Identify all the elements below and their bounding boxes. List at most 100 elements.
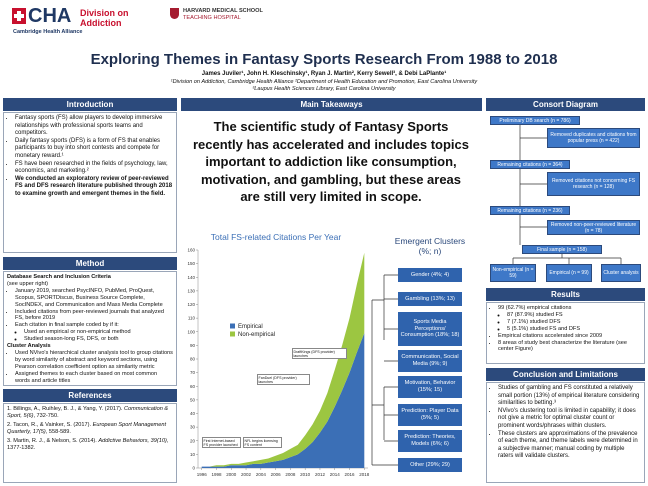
legend-label: Empirical xyxy=(238,324,263,330)
y-tick-label: 50 xyxy=(190,397,196,402)
bullet-text: 5 (5.1%) studied FS and DFS xyxy=(507,325,581,332)
bullet: Used an empirical or non-empirical metho… xyxy=(24,329,173,336)
annotation: DraftKings (DFS provider) launches xyxy=(292,348,347,360)
clusters-title: Emergent Clusters (%; n) xyxy=(394,236,466,256)
cluster-box: Gender (4%; 4) xyxy=(398,268,462,282)
bullet: 8 areas of study best characterize the l… xyxy=(498,340,641,354)
consort-node: Remaining citations (n = 364) xyxy=(490,160,570,169)
area xyxy=(201,252,365,467)
logo-mark xyxy=(12,8,26,24)
cluster-box: Motivation, Behavior (15%; 15) xyxy=(398,376,462,398)
bullet-text: Studied season-long FS, DFS, or both xyxy=(24,336,119,343)
cluster-box: Other (29%; 29) xyxy=(398,458,462,472)
section-heading: Introduction xyxy=(3,98,177,111)
section-heading: Method xyxy=(3,257,177,270)
bullet: We conducted an exploratory review of pe… xyxy=(15,176,173,199)
bullet-text: These clusters are approximations of the… xyxy=(498,430,638,460)
consort-arrows xyxy=(512,124,622,264)
x-tick-label: 2000 xyxy=(226,472,237,477)
bullet: Included citations from peer-reviewed jo… xyxy=(15,309,173,323)
y-tick-label: 110 xyxy=(188,316,196,321)
consort-node: Empirical (n = 99) xyxy=(546,264,592,282)
annotation: First Internet-based FS provider launche… xyxy=(202,437,241,449)
poster-title: Exploring Themes in Fantasy Sports Resea… xyxy=(90,51,558,68)
bullet: January 2019, searched PsycINFO, PubMed,… xyxy=(15,288,173,309)
bullet: Fantasy sports (FS) allow players to dev… xyxy=(15,115,173,138)
legend-swatch xyxy=(230,323,235,329)
bullet-text: January 2019, searched PsycINFO, PubMed,… xyxy=(15,287,163,308)
legend-label: Non-empirical xyxy=(238,332,275,338)
y-tick-label: 120 xyxy=(187,302,195,307)
section-heading: Conclusion and Limitations xyxy=(486,368,645,381)
x-tick-label: 1998 xyxy=(211,472,222,477)
bullet: FS have been researched in the fields of… xyxy=(15,161,173,176)
bullet-text: 7 (7.1%) studied DFS xyxy=(507,318,561,325)
ref-text: 3. Martin, R. J., & Nelson, S. (2014). xyxy=(7,437,99,444)
consort-node: Removed citations not concerning FS rese… xyxy=(547,172,640,196)
ref-text: , 1377-1382. xyxy=(7,437,169,451)
y-tick-label: 0 xyxy=(192,466,195,471)
cluster-tree xyxy=(371,274,398,466)
legend-swatch xyxy=(230,331,235,337)
bullet: These clusters are approximations of the… xyxy=(498,431,641,461)
x-tick-label: 2010 xyxy=(300,472,311,477)
affiliation: ³Laupus Health Sciences Library, East Ca… xyxy=(252,86,396,92)
reference: 3. Martin, R. J., & Nelson, S. (2014). A… xyxy=(7,438,173,452)
x-tick-label: 2016 xyxy=(345,472,356,477)
section-heading: Results xyxy=(486,288,645,301)
affiliation: ¹Division on Addiction, Cambridge Health… xyxy=(170,79,478,85)
cluster-box: Communication, Social Media (9%; 9) xyxy=(398,350,462,372)
x-tick-label: 2004 xyxy=(256,472,267,477)
cluster-box: Prediction: Player Data (5%; 5) xyxy=(398,404,462,426)
y-tick-label: 90 xyxy=(190,343,196,348)
division: Division on Addiction xyxy=(80,8,129,28)
ref-text: 2. Tacon, R., & Vainker, S. (2017). xyxy=(7,421,93,428)
y-tick-label: 60 xyxy=(190,384,196,389)
consort-node: Removed duplicates and citations from po… xyxy=(547,128,640,148)
introduction-body: Fantasy sports (FS) allow players to dev… xyxy=(3,112,177,253)
section-heading: Main Takeaways xyxy=(181,98,482,111)
bullet-text: Each citation in final sample coded by i… xyxy=(15,322,119,329)
x-tick-label: 1996 xyxy=(197,472,208,477)
ref-journal: Communication & Sport, 5(6) xyxy=(7,406,169,419)
bullet-text: 8 areas of study best characterize the l… xyxy=(498,339,628,353)
y-tick-label: 140 xyxy=(187,275,195,280)
bullet: Assigned themes to each cluster based on… xyxy=(15,371,173,385)
consort-node: Cluster analysis xyxy=(601,264,641,282)
bullet: Each citation in final sample coded by i… xyxy=(15,322,173,343)
bullet: Studies of gambling and FS constituted a… xyxy=(498,385,641,408)
bullet-text: Assigned themes to each cluster based on… xyxy=(15,370,158,384)
area xyxy=(201,333,365,468)
bullet-text: Used NVivo's hierarchical cluster analys… xyxy=(15,349,173,370)
hms-shield xyxy=(170,8,179,19)
x-tick-label: 2006 xyxy=(271,472,282,477)
takeaway-text: The scientific study of Fantasy Sports r… xyxy=(192,119,469,204)
consort-node: Final sample (n = 158) xyxy=(522,245,602,254)
bullet: Daily fantasy sports (DFS) is a form of … xyxy=(15,138,173,161)
bullet-text: FS have been researched in the fields of… xyxy=(15,160,168,175)
y-tick-label: 100 xyxy=(187,329,195,334)
bullet-text: We conducted an exploratory review of pe… xyxy=(15,175,173,197)
bullet: 99 (62.7%) empirical citations 87 (87.9%… xyxy=(498,305,641,333)
ref-text: , 558-589. xyxy=(45,428,71,435)
section-heading: References xyxy=(3,389,177,402)
y-tick-label: 160 xyxy=(187,248,195,253)
chart: Total FS-related Citations Per Year 0 10 2… xyxy=(187,232,369,477)
hms-sub: TEACHING HOSPITAL xyxy=(183,15,241,21)
authors: James Juviler¹, John H. Kleschinsky¹, Ry… xyxy=(201,71,447,77)
consort-node: Remaining citations (n = 236) xyxy=(490,206,570,215)
bullet: NVivo's clustering tool is limited in ca… xyxy=(498,408,641,431)
y-tick-label: 20 xyxy=(190,438,196,443)
y-tick-label: 80 xyxy=(190,357,196,362)
ref-journal: European Sport Management Quarterly, 17(… xyxy=(7,421,166,435)
bullet: 7 (7.1%) studied DFS xyxy=(507,319,641,326)
reference: 2. Tacon, R., & Vainker, S. (2017). Euro… xyxy=(7,422,173,436)
bullet-text: 99 (62.7%) empirical citations xyxy=(498,305,572,311)
alliance: Cambridge Health Alliance xyxy=(13,29,83,35)
logo-text: CHA xyxy=(28,5,72,27)
consort-node: Removed non-peer-reviewed literature (n … xyxy=(547,220,640,235)
y-tick-label: 40 xyxy=(190,411,196,416)
x-tick-label: 2002 xyxy=(241,472,252,477)
ref-text: , 732-750. xyxy=(33,412,59,419)
